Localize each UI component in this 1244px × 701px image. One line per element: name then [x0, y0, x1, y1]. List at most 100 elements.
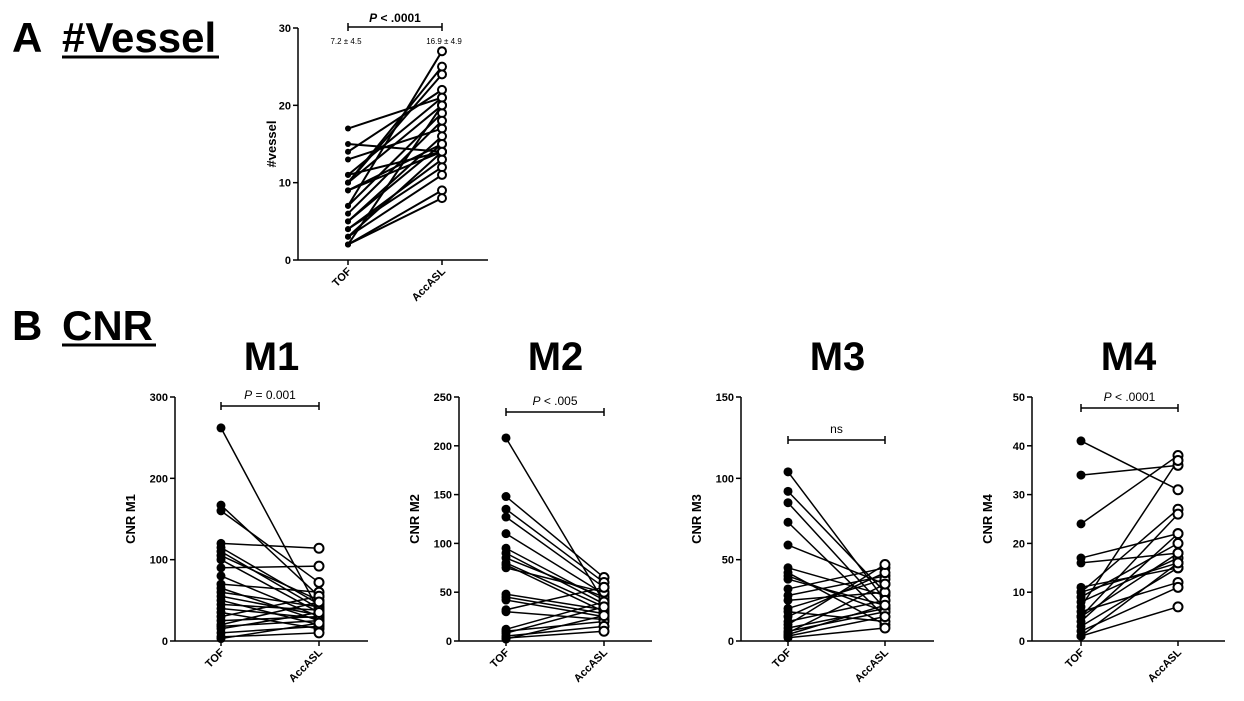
pair-line: [347, 174, 443, 238]
tof-point: [216, 555, 226, 565]
pair-line: [220, 565, 320, 569]
p-value-label: P < .0001: [1104, 390, 1156, 404]
pair-line: [220, 599, 320, 626]
pair-line: [220, 625, 320, 634]
y-axis-label: CNR M4: [980, 493, 995, 544]
tof-point: [1076, 558, 1086, 568]
tof-point: [345, 187, 351, 194]
p-value-prefix: P: [244, 388, 252, 402]
tof-point: [1076, 470, 1086, 480]
pair-line: [505, 508, 605, 584]
pair-line: [220, 603, 320, 611]
y-tick-label: 40: [1013, 441, 1025, 453]
tof-point: [783, 486, 793, 496]
chart-m3: M3 0 50 100 150 TOF AccASL CNR M3 ns: [689, 335, 934, 685]
y-axis-label: CNR M1: [123, 494, 138, 544]
y-tick-label: 250: [434, 392, 452, 404]
y-axis-label: CNR M2: [407, 494, 422, 544]
tof-point: [345, 210, 351, 217]
pair-line: [787, 563, 886, 626]
pair-line: [220, 622, 320, 640]
tof-point: [501, 529, 511, 539]
tof-point: [783, 498, 793, 508]
tof-point: [345, 233, 351, 240]
tof-point: [501, 433, 511, 443]
pair-line: [787, 615, 886, 637]
tof-point: [783, 595, 793, 605]
tof-point: [345, 171, 351, 178]
accasl-point: [879, 611, 891, 623]
pair-line: [1080, 606, 1179, 637]
pair-line: [347, 96, 443, 130]
y-tick-label: 200: [434, 441, 452, 453]
pair-line: [1080, 562, 1179, 637]
y-tick-label: 0: [285, 255, 291, 267]
x-tick-label: AccASL: [572, 646, 611, 685]
tof-point: [1076, 436, 1086, 446]
panel-a-letter: A: [12, 14, 42, 61]
pair-line: [505, 567, 605, 593]
y-tick-label: 0: [1019, 636, 1025, 648]
pair-line: [787, 627, 886, 639]
accasl-point: [598, 625, 610, 637]
accasl-point: [313, 596, 325, 608]
tof-point: [501, 595, 511, 605]
tof-point: [1076, 631, 1086, 641]
pair-line: [505, 533, 605, 595]
p-value-text: < .0001: [1112, 390, 1156, 404]
y-tick-label: 150: [716, 392, 734, 404]
pair-line: [220, 542, 320, 550]
y-tick-label: 100: [716, 473, 734, 485]
accasl-point: [598, 601, 610, 613]
mean-sd-label: 16.9 ± 4.9: [426, 37, 462, 46]
y-tick-label: 0: [162, 636, 168, 648]
accasl-point: [313, 607, 325, 619]
pair-line: [787, 604, 886, 636]
chart-title: M1: [244, 335, 300, 379]
tof-point: [501, 607, 511, 617]
accasl-point: [1172, 537, 1184, 549]
tof-point: [216, 506, 226, 516]
y-tick-label: 100: [434, 538, 452, 550]
y-tick-label: 50: [440, 587, 452, 599]
pair-line: [505, 564, 605, 613]
y-tick-label: 30: [279, 23, 291, 35]
accasl-point: [879, 578, 891, 590]
y-tick-label: 10: [279, 178, 291, 190]
y-tick-label: 150: [434, 490, 452, 502]
tof-point: [783, 517, 793, 527]
p-value-label: P = 0.001: [244, 388, 296, 402]
pair-line: [787, 544, 886, 585]
tof-point: [1076, 519, 1086, 529]
pair-line: [220, 595, 320, 616]
tof-point: [783, 633, 793, 643]
x-tick-label: AccASL: [287, 646, 326, 685]
tof-point: [216, 563, 226, 573]
pair-line: [505, 562, 605, 608]
accasl-point: [1172, 547, 1184, 559]
accasl-point: [437, 146, 447, 157]
pair-line: [787, 567, 886, 597]
tof-point: [345, 218, 351, 225]
accasl-point: [1172, 484, 1184, 496]
chart-title: M3: [810, 335, 866, 379]
y-axis-label: #vessel: [264, 121, 279, 168]
tof-point: [501, 512, 511, 522]
pair-line: [347, 104, 443, 246]
pair-line: [220, 601, 320, 626]
p-value-prefix: P: [1104, 390, 1112, 404]
x-tick-label: TOF: [488, 646, 512, 670]
pair-line: [1080, 464, 1179, 476]
pair-line: [1080, 513, 1179, 618]
pair-line: [505, 586, 605, 611]
tof-point: [216, 634, 226, 644]
accasl-point: [437, 46, 447, 57]
pair-line: [220, 504, 320, 597]
accasl-point: [1172, 557, 1184, 569]
pair-line: [347, 189, 443, 246]
chart-vessel: 0 10 20 30 TOF AccASL #vessel P < .0001 7.2 ± 4.…: [264, 11, 488, 304]
chart-title: M2: [528, 335, 584, 379]
y-tick-label: 20: [279, 100, 291, 112]
x-tick-label: AccASL: [1146, 646, 1185, 685]
tof-point: [501, 492, 511, 502]
